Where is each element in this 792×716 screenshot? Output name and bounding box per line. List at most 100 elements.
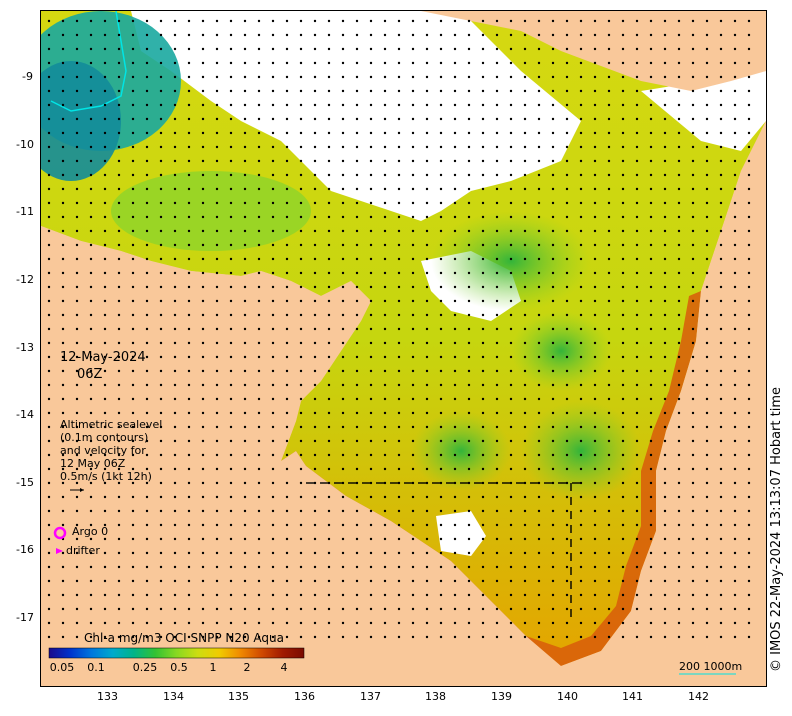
velocity-vector bbox=[145, 117, 149, 121]
velocity-vector bbox=[159, 61, 163, 65]
velocity-vector bbox=[481, 495, 485, 499]
velocity-vector bbox=[453, 355, 457, 359]
velocity-vector bbox=[75, 61, 79, 65]
velocity-vector bbox=[579, 173, 583, 177]
velocity-vector bbox=[327, 131, 331, 135]
velocity-vector bbox=[551, 257, 555, 261]
velocity-vector bbox=[747, 187, 751, 191]
velocity-vector bbox=[257, 523, 261, 527]
velocity-vector bbox=[131, 257, 135, 261]
velocity-vector bbox=[397, 481, 401, 485]
velocity-vector bbox=[509, 495, 513, 499]
velocity-vector bbox=[411, 495, 415, 499]
velocity-vector bbox=[299, 383, 303, 387]
velocity-vector bbox=[719, 341, 723, 345]
velocity-vector bbox=[173, 201, 177, 205]
velocity-vector bbox=[719, 145, 723, 149]
velocity-vector bbox=[117, 131, 121, 135]
velocity-vector bbox=[145, 229, 149, 233]
velocity-vector bbox=[243, 523, 247, 527]
velocity-vector bbox=[173, 327, 177, 331]
velocity-vector bbox=[397, 61, 401, 65]
velocity-vector bbox=[75, 215, 79, 219]
velocity-vector bbox=[299, 453, 303, 457]
velocity-vector bbox=[327, 439, 331, 443]
velocity-vector bbox=[215, 621, 219, 625]
velocity-vector bbox=[621, 481, 625, 485]
velocity-vector bbox=[677, 19, 681, 23]
velocity-vector bbox=[187, 341, 191, 345]
velocity-vector bbox=[299, 621, 303, 625]
velocity-vector bbox=[257, 159, 261, 163]
velocity-vector bbox=[383, 481, 387, 485]
velocity-vector bbox=[467, 383, 471, 387]
colorbar-tick: 4 bbox=[280, 661, 288, 674]
velocity-vector bbox=[411, 523, 415, 527]
velocity-vector bbox=[299, 355, 303, 359]
velocity-vector bbox=[537, 523, 541, 527]
velocity-vector bbox=[593, 509, 597, 513]
velocity-vector bbox=[649, 537, 653, 541]
velocity-vector bbox=[411, 579, 415, 583]
velocity-vector bbox=[229, 341, 233, 345]
velocity-vector bbox=[355, 131, 359, 135]
velocity-vector bbox=[369, 509, 373, 513]
velocity-vector bbox=[411, 621, 415, 625]
velocity-vector bbox=[243, 551, 247, 555]
velocity-vector bbox=[341, 369, 345, 373]
velocity-vector bbox=[215, 579, 219, 583]
velocity-vector bbox=[89, 411, 93, 415]
velocity-vector bbox=[299, 159, 303, 163]
velocity-vector bbox=[733, 453, 737, 457]
velocity-vector bbox=[411, 243, 415, 247]
velocity-vector bbox=[173, 187, 177, 191]
velocity-vector bbox=[509, 271, 513, 275]
velocity-vector bbox=[355, 257, 359, 261]
velocity-vector bbox=[719, 47, 723, 51]
velocity-vector bbox=[495, 313, 499, 317]
velocity-vector bbox=[747, 425, 751, 429]
velocity-vector bbox=[173, 341, 177, 345]
velocity-vector bbox=[159, 271, 163, 275]
velocity-vector bbox=[537, 313, 541, 317]
velocity-vector bbox=[327, 19, 331, 23]
velocity-vector bbox=[131, 579, 135, 583]
velocity-vector bbox=[621, 173, 625, 177]
velocity-vector bbox=[187, 19, 191, 23]
velocity-vector bbox=[425, 481, 429, 485]
velocity-vector bbox=[691, 467, 695, 471]
velocity-vector bbox=[103, 215, 107, 219]
velocity-vector bbox=[61, 33, 65, 37]
velocity-vector bbox=[523, 551, 527, 555]
velocity-vector bbox=[649, 47, 653, 51]
velocity-vector bbox=[75, 271, 79, 275]
velocity-vector bbox=[719, 201, 723, 205]
velocity-vector bbox=[565, 47, 569, 51]
velocity-vector bbox=[593, 33, 597, 37]
velocity-vector bbox=[187, 537, 191, 541]
velocity-vector bbox=[397, 327, 401, 331]
velocity-vector bbox=[467, 565, 471, 569]
velocity-vector bbox=[677, 285, 681, 289]
velocity-vector bbox=[243, 509, 247, 513]
velocity-vector bbox=[201, 621, 205, 625]
velocity-vector bbox=[593, 341, 597, 345]
velocity-vector bbox=[551, 439, 555, 443]
velocity-vector bbox=[369, 453, 373, 457]
velocity-vector bbox=[579, 257, 583, 261]
velocity-vector bbox=[61, 201, 65, 205]
velocity-vector bbox=[509, 425, 513, 429]
velocity-vector bbox=[551, 243, 555, 247]
velocity-vector bbox=[159, 383, 163, 387]
velocity-vector bbox=[565, 243, 569, 247]
velocity-vector bbox=[187, 215, 191, 219]
velocity-vector bbox=[523, 565, 527, 569]
velocity-vector bbox=[47, 411, 51, 415]
velocity-vector bbox=[397, 271, 401, 275]
velocity-vector bbox=[523, 257, 527, 261]
velocity-vector bbox=[579, 425, 583, 429]
velocity-vector bbox=[369, 61, 373, 65]
velocity-vector bbox=[257, 173, 261, 177]
velocity-vector bbox=[313, 285, 317, 289]
velocity-vector bbox=[61, 47, 65, 51]
